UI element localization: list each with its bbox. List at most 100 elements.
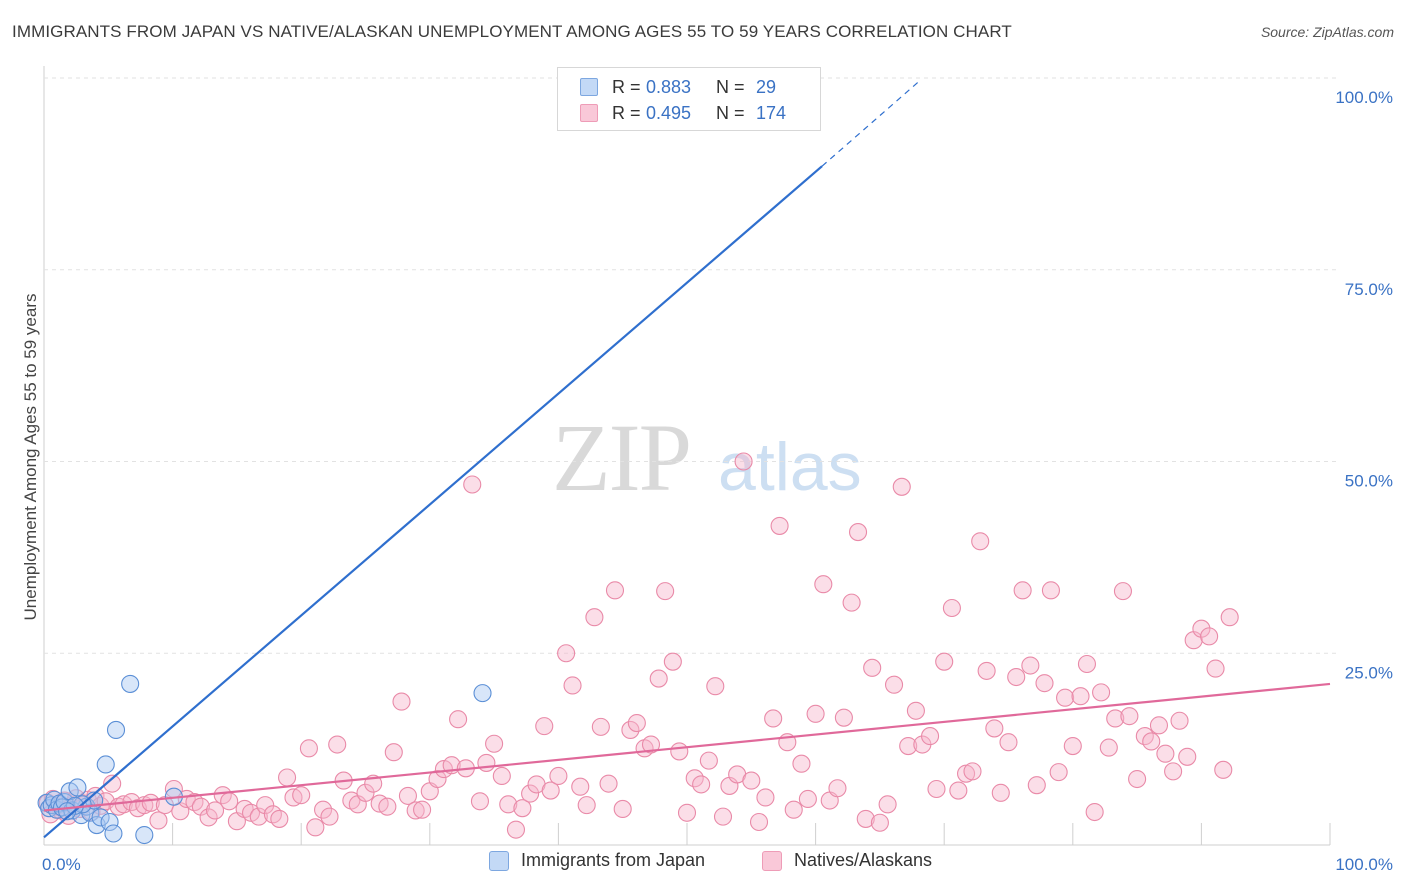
y-tick-label: 75.0% <box>1345 280 1393 299</box>
natives-point <box>249 807 268 826</box>
legend-swatch-japan <box>489 850 509 871</box>
legend-r-value: 0.883 <box>646 76 692 97</box>
natives-point <box>764 709 783 728</box>
natives-point <box>742 771 761 790</box>
natives-point <box>963 762 982 781</box>
natives-point <box>806 704 825 723</box>
natives-point <box>942 598 961 618</box>
legend-swatch-natives <box>580 104 598 122</box>
natives-point <box>1049 763 1068 782</box>
natives-point <box>749 812 769 832</box>
natives-point <box>513 799 532 818</box>
natives-point <box>834 708 853 727</box>
natives-point <box>1128 769 1147 789</box>
natives-point <box>878 795 897 814</box>
natives-point <box>199 808 218 827</box>
japan-point <box>100 812 119 832</box>
natives-point <box>470 792 490 811</box>
natives-point <box>384 743 403 762</box>
natives-points <box>38 452 1239 839</box>
natives-point <box>814 575 833 594</box>
natives-point <box>848 523 868 542</box>
legend-n-value: 29 <box>756 76 777 97</box>
y-tick-label: 50.0% <box>1345 472 1393 491</box>
x-tick-max: 100.0% <box>1335 855 1393 874</box>
natives-point <box>1007 667 1026 687</box>
legend-item-natives[interactable]: Natives/Alaskans <box>762 850 932 871</box>
natives-point <box>906 701 925 720</box>
natives-point <box>991 783 1010 802</box>
natives-point <box>828 779 847 798</box>
natives-point <box>627 713 646 733</box>
natives-point <box>1027 776 1046 795</box>
natives-point <box>1149 716 1169 735</box>
natives-point <box>392 692 411 711</box>
natives-point <box>378 797 397 816</box>
natives-point <box>1214 760 1233 779</box>
natives-point <box>1071 687 1090 706</box>
natives-point <box>278 768 297 787</box>
natives-point <box>1099 738 1118 757</box>
natives-point <box>557 644 576 663</box>
legend-label-natives: Natives/Alaskans <box>794 850 933 870</box>
natives-point <box>1164 762 1183 781</box>
y-tick-label: 100.0% <box>1335 88 1393 107</box>
natives-point <box>641 735 661 754</box>
watermark-atlas: atlas <box>718 429 862 505</box>
natives-point <box>921 727 940 746</box>
legend-item-japan[interactable]: Immigrants from Japan <box>489 850 705 871</box>
japan-point <box>91 808 110 827</box>
natives-point <box>413 800 432 819</box>
natives-point <box>185 792 204 812</box>
natives-point <box>870 813 889 832</box>
japan-trend-line <box>43 165 823 839</box>
natives-point <box>1041 581 1060 600</box>
natives-point <box>463 475 482 494</box>
legend-row-japan: R = 0.883 N = 29 <box>580 75 776 99</box>
natives-point <box>927 779 946 799</box>
watermark-zip: ZIP <box>552 404 692 511</box>
natives-point <box>1200 627 1219 646</box>
natives-point <box>649 669 668 688</box>
natives-point <box>734 452 753 471</box>
natives-point <box>884 675 904 694</box>
natives-point <box>899 737 918 756</box>
natives-point <box>599 774 618 793</box>
natives-point <box>935 652 954 671</box>
natives-point <box>1035 674 1054 693</box>
natives-point <box>1156 744 1175 763</box>
japan-point <box>135 825 154 845</box>
y-tick-label: 25.0% <box>1345 663 1393 682</box>
natives-point <box>770 516 789 535</box>
natives-point <box>1170 711 1189 730</box>
legend-swatch-japan <box>580 78 598 96</box>
natives-point <box>677 803 697 822</box>
chart-title: IMMIGRANTS FROM JAPAN VS NATIVE/ALASKAN … <box>12 22 1012 41</box>
natives-point <box>220 792 239 811</box>
natives-point <box>1192 619 1211 638</box>
natives-point <box>1220 608 1239 627</box>
natives-point <box>985 719 1004 738</box>
natives-point <box>549 766 568 786</box>
natives-point <box>320 807 339 826</box>
natives-point <box>856 809 875 828</box>
natives-point <box>521 784 540 803</box>
natives-point <box>1120 707 1139 726</box>
natives-point <box>1106 709 1125 728</box>
trend-lines <box>43 81 1331 839</box>
natives-point <box>541 781 560 800</box>
legend-n-label: N = <box>716 76 745 97</box>
natives-point <box>1206 659 1225 678</box>
japan-point <box>68 778 87 797</box>
japan-point <box>473 684 492 703</box>
natives-point <box>356 783 375 802</box>
natives-point <box>406 801 425 820</box>
natives-point <box>1142 732 1161 751</box>
natives-point <box>571 777 590 796</box>
natives-point <box>863 658 882 677</box>
natives-point <box>205 801 225 820</box>
natives-point <box>784 800 803 819</box>
legend-swatch-natives <box>762 850 782 871</box>
japan-trend-extension <box>821 81 919 167</box>
